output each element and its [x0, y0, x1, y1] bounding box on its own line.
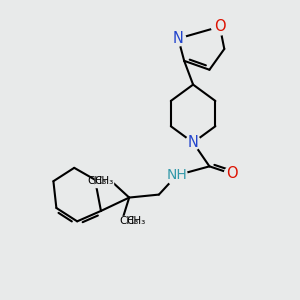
Text: CH₃: CH₃	[126, 216, 146, 226]
Circle shape	[171, 31, 186, 46]
Text: N: N	[188, 135, 199, 150]
Circle shape	[224, 166, 239, 181]
Bar	[120, 216, 138, 227]
Text: N: N	[173, 31, 184, 46]
Circle shape	[212, 18, 228, 35]
Text: CH₃: CH₃	[120, 216, 139, 226]
Text: NH: NH	[167, 168, 187, 182]
Bar	[95, 176, 113, 187]
Circle shape	[186, 135, 200, 150]
Text: O: O	[226, 166, 238, 181]
Text: O: O	[214, 19, 226, 34]
Text: CH₃: CH₃	[94, 176, 114, 186]
Circle shape	[166, 165, 187, 186]
Text: CH₃: CH₃	[88, 176, 107, 186]
